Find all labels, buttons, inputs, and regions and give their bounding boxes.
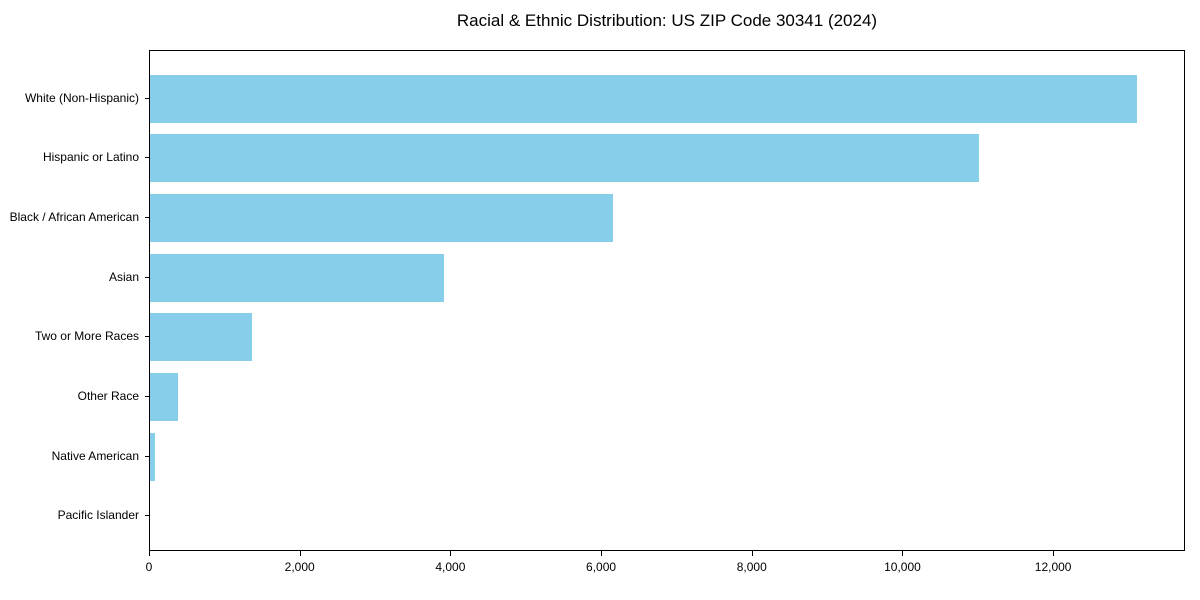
x-tick-label: 10,000: [884, 560, 921, 574]
bar-3: [150, 193, 614, 242]
x-axis: 0 2,000 4,000 6,000 8,000 10,000 12,000: [146, 551, 1185, 591]
x-tick-label: 2,000: [284, 560, 315, 574]
y-tick-label: Two or More Races: [34, 329, 139, 344]
x-tick-label: 0: [145, 560, 153, 574]
x-tick-label: 4,000: [435, 560, 466, 574]
y-tick-mark: [145, 455, 149, 457]
y-tick-label: Native American: [51, 448, 139, 463]
y-tick-mark: [145, 396, 149, 398]
y-tick-mark: [145, 336, 149, 338]
y-tick-label: Black / African American: [9, 209, 139, 224]
bar-6: [150, 373, 179, 422]
bar-1: [150, 74, 1138, 123]
y-tick-mark: [145, 276, 149, 278]
y-tick-label: Other Race: [77, 389, 139, 404]
x-tick-label: 12,000: [1034, 560, 1072, 574]
x-tick-mark: [902, 551, 904, 556]
x-tick-mark: [601, 551, 603, 556]
y-tick-label: White (Non-Hispanic): [24, 90, 139, 105]
bar-2: [150, 134, 979, 183]
y-axis: White (Non-Hispanic) Hispanic or Latino Bl…: [0, 50, 149, 551]
y-tick-label: Pacific Islander: [57, 508, 139, 523]
bar-7: [150, 432, 155, 481]
y-tick-mark: [145, 216, 149, 218]
chart-title: Racial & Ethnic Distribution: US ZIP Cod…: [456, 11, 878, 30]
y-tick-mark: [145, 97, 149, 99]
y-tick-mark: [145, 157, 149, 159]
bar-5: [150, 313, 252, 362]
plot-area: [149, 50, 1185, 551]
x-tick-mark: [751, 551, 753, 556]
x-tick-mark: [450, 551, 452, 556]
x-tick-mark: [149, 551, 150, 556]
x-tick-mark: [1053, 551, 1055, 556]
x-tick-mark: [299, 551, 301, 556]
x-tick-label: 6,000: [586, 560, 617, 574]
bar-4: [150, 253, 444, 302]
y-tick-label: Hispanic or Latino: [42, 150, 139, 165]
y-tick-label: Asian: [108, 269, 139, 284]
y-tick-mark: [145, 515, 149, 517]
x-tick-label: 8,000: [736, 560, 767, 574]
